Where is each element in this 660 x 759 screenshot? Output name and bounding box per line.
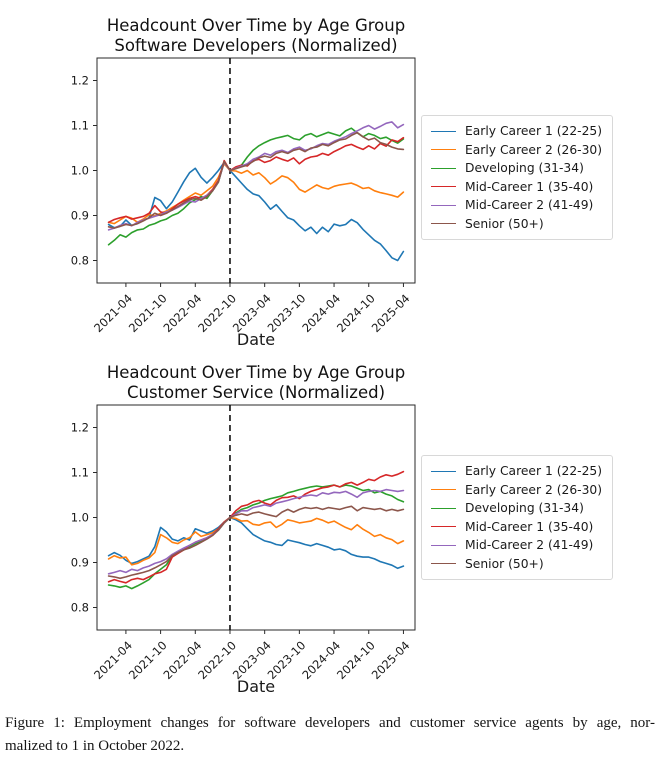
series-line <box>107 161 405 262</box>
legend-label: Early Career 2 (26-30) <box>465 142 603 157</box>
x-axis-label: Date <box>237 330 275 349</box>
figure-caption-line2: malized to 1 in October 2022. <box>5 737 185 754</box>
legend-label: Early Career 1 (22-25) <box>465 124 603 139</box>
y-tick-label: 0.8 <box>71 254 89 268</box>
series-line <box>107 127 405 246</box>
legend-item: Mid-Career 2 (41-49) <box>431 196 602 215</box>
y-tick-label: 1.1 <box>71 119 89 133</box>
legend-item: Early Career 1 (22-25) <box>431 122 602 141</box>
legend-item: Developing (31-34) <box>431 499 602 518</box>
legend-item: Early Career 2 (26-30) <box>431 481 602 500</box>
legend-item: Mid-Career 1 (35-40) <box>431 518 602 537</box>
legend-line-swatch <box>431 470 456 472</box>
series-line <box>107 484 405 590</box>
customer-service-chart-canvas: 0.80.91.01.11.22021-042021-102022-042022… <box>71 404 416 696</box>
legend-line-swatch <box>431 149 456 151</box>
legend-label: Senior (50+) <box>465 556 544 571</box>
legend-label: Mid-Career 2 (41-49) <box>465 538 594 553</box>
chart-title-line2: Software Developers (Normalized) <box>114 36 398 55</box>
series-line <box>107 516 405 566</box>
chart-title-line2: Customer Service (Normalized) <box>126 383 386 402</box>
y-tick-label: 1.0 <box>71 164 89 178</box>
y-tick-label: 1.1 <box>71 466 89 480</box>
legend-label: Developing (31-34) <box>465 161 584 176</box>
legend-label: Senior (50+) <box>465 216 544 231</box>
y-tick-label: 0.9 <box>71 556 89 570</box>
chart-title-line1: Headcount Over Time by Age Group <box>106 363 406 382</box>
legend-item: Senior (50+) <box>431 215 602 234</box>
x-axis-label: Date <box>237 677 275 696</box>
software-developers-chart-canvas: 0.80.91.01.11.22021-042021-102022-042022… <box>71 57 416 349</box>
legend-item: Mid-Career 2 (41-49) <box>431 536 602 555</box>
legend-label: Early Career 1 (22-25) <box>465 464 603 479</box>
plot-frame <box>96 57 416 284</box>
figure-caption-line1: Figure 1: Employment changes for softwar… <box>5 715 655 731</box>
legend-line-swatch <box>431 167 456 169</box>
series-line <box>107 505 405 580</box>
legend-line-swatch <box>431 526 456 528</box>
y-tick-label: 0.9 <box>71 209 89 223</box>
legend-line-swatch <box>431 489 456 491</box>
headcount-chart-software-developers: 0.8 0.9 1.0 1.1 1.2 2021-04 2021-10 2022-04 2022… <box>0 56 660 356</box>
y-tick-label: 1.2 <box>71 421 89 435</box>
x-tick-label: 2025-04 <box>369 291 413 335</box>
y-tick-label: 0.8 <box>71 601 89 615</box>
customer-service-title-block: Headcount Over Time by Age Group Custome… <box>0 356 660 403</box>
software-developers-legend: Early Career 1 (22-25) Early Career 2 (26… <box>421 115 614 240</box>
customer-service-legend: Early Career 1 (22-25) Early Career 2 (26… <box>421 455 614 580</box>
legend-line-swatch <box>431 130 456 132</box>
legend-line-swatch <box>431 544 456 546</box>
legend-label: Mid-Career 1 (35-40) <box>465 519 594 534</box>
legend-line-swatch <box>431 204 456 206</box>
legend-label: Mid-Career 1 (35-40) <box>465 179 594 194</box>
legend-line-swatch <box>431 223 456 225</box>
y-tick-label: 1.2 <box>71 74 89 88</box>
legend-line-swatch <box>431 563 456 565</box>
legend-line-swatch <box>431 507 456 509</box>
chart-title-line1: Headcount Over Time by Age Group <box>106 16 406 35</box>
software-developers-title-block: Headcount Over Time by Age Group Softwar… <box>0 0 660 56</box>
headcount-chart-customer-service: 0.8 0.9 1.0 1.1 1.2 2021-04 2021-10 2022-04 2022… <box>0 403 660 703</box>
legend-label: Developing (31-34) <box>465 501 584 516</box>
legend-label: Early Career 2 (26-30) <box>465 482 603 497</box>
legend-item: Mid-Career 1 (35-40) <box>431 178 602 197</box>
series-line <box>107 470 405 584</box>
series-line <box>107 131 405 229</box>
legend-item: Senior (50+) <box>431 555 602 574</box>
plot-frame <box>96 404 416 631</box>
legend-line-swatch <box>431 186 456 188</box>
series-line <box>107 136 405 224</box>
legend-item: Early Career 2 (26-30) <box>431 141 602 160</box>
legend-item: Developing (31-34) <box>431 159 602 178</box>
figure-caption: Figure 1: Employment changes for softwar… <box>5 712 655 757</box>
y-tick-label: 1.0 <box>71 511 89 525</box>
chart-title-customer-service: Headcount Over Time by Age Group Custome… <box>97 363 415 403</box>
series-line <box>107 516 405 570</box>
chart-title-software-developers: Headcount Over Time by Age Group Softwar… <box>97 16 415 56</box>
series-line <box>107 121 405 231</box>
legend-item: Early Career 1 (22-25) <box>431 462 602 481</box>
x-tick-label: 2025-04 <box>369 638 413 682</box>
series-line <box>107 488 405 575</box>
legend-label: Mid-Career 2 (41-49) <box>465 198 594 213</box>
